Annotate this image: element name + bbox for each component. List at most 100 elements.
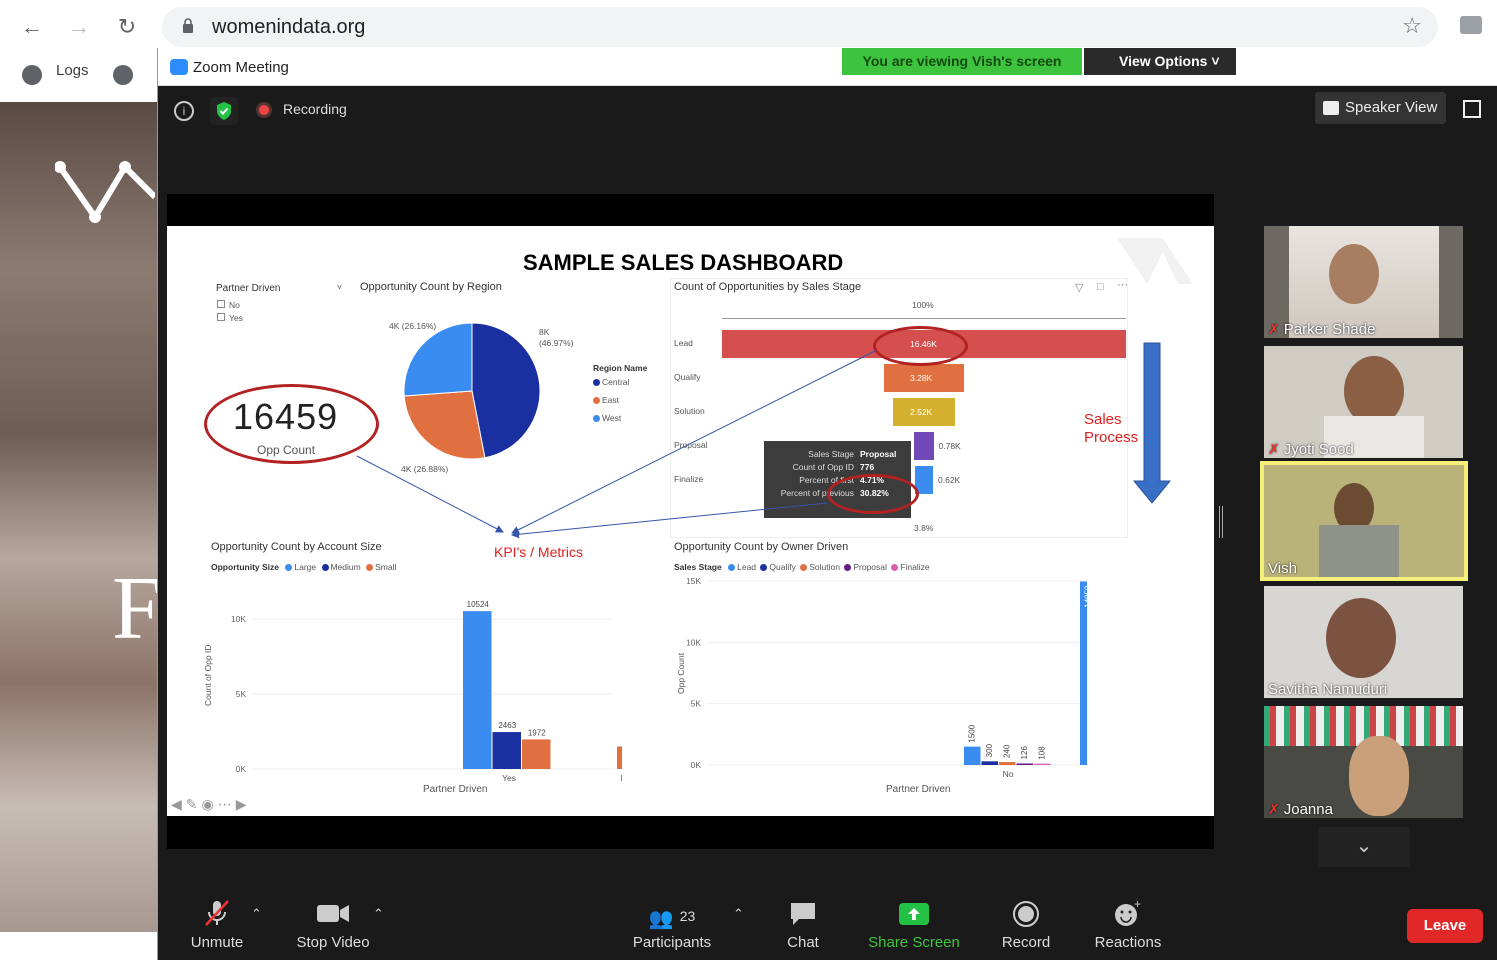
globe-icon[interactable]: [113, 65, 133, 85]
leave-button[interactable]: Leave: [1407, 909, 1483, 943]
expand-icon[interactable]: □: [1097, 281, 1104, 293]
unmute-button[interactable]: Unmute: [180, 898, 254, 951]
slide-nav-icons[interactable]: ◀✎◉⋯▶: [171, 796, 251, 812]
video-options-caret-icon[interactable]: ⌃: [373, 906, 384, 921]
pie-slice-west: [403, 322, 473, 397]
mic-muted-icon: ✗: [1268, 321, 1280, 337]
pie-legend-west: West: [593, 413, 621, 423]
more-icon[interactable]: ⋯: [1117, 279, 1128, 291]
forward-arrow-icon[interactable]: →: [68, 14, 90, 39]
funnel-bar-solution[interactable]: [893, 398, 955, 426]
participant-tile-active[interactable]: Vish: [1260, 461, 1468, 581]
x-tick-label: No: [621, 773, 622, 783]
y-tick-label: 15K: [687, 576, 701, 586]
funnel-stage-label: Proposal: [674, 440, 708, 450]
share-screen-button[interactable]: Share Screen: [866, 898, 962, 951]
view-options-button[interactable]: View Options ˅: [1084, 48, 1236, 75]
pie-label-central: 8K (46.97%): [539, 327, 574, 348]
tooltip-key: Percent of first: [799, 475, 854, 485]
zoom-window: Zoom Meeting You are viewing Vish's scre…: [157, 48, 1497, 960]
funnel-top-pct: 100%: [912, 300, 934, 310]
mic-muted-icon: ✗: [1268, 801, 1280, 817]
bar-data-label: 240: [1003, 744, 1012, 758]
filter-option-no[interactable]: No: [217, 300, 240, 310]
bar-medium-yes: [492, 732, 521, 769]
acct-title: Opportunity Count by Account Size: [211, 541, 382, 553]
annotation-arrows: [356, 350, 876, 539]
participants-options-caret-icon[interactable]: ⌃: [733, 906, 744, 921]
more-participants-chevron-icon[interactable]: ⌄: [1318, 827, 1410, 867]
funnel-panel: [670, 278, 1128, 538]
chevron-down-icon[interactable]: ˅: [337, 282, 342, 292]
participant-name: Vish: [1268, 560, 1297, 577]
audio-options-caret-icon[interactable]: ⌃: [251, 906, 262, 921]
camera-icon[interactable]: [1460, 16, 1482, 34]
video-feed: [1319, 525, 1399, 577]
bar-lead-yes: [1080, 581, 1087, 765]
funnel-stage-label: Qualify: [674, 372, 701, 382]
reactions-button[interactable]: + Reactions: [1091, 897, 1165, 951]
chat-icon: [778, 898, 828, 934]
legend-label: Central: [602, 377, 630, 387]
legend-label: Lead: [737, 562, 757, 572]
funnel-value-label: 2.52K: [910, 407, 933, 417]
info-icon[interactable]: i: [174, 101, 194, 121]
owner-xlabel: Partner Driven: [886, 784, 951, 795]
avatar: [1326, 598, 1396, 678]
stop-video-button[interactable]: Stop Video: [288, 898, 378, 951]
bar-qualify-no: [981, 761, 998, 765]
filter-icon[interactable]: ▽: [1075, 282, 1084, 294]
filter-option-yes[interactable]: Yes: [217, 313, 243, 323]
chat-button[interactable]: Chat: [778, 898, 828, 951]
bar-small-yes: [522, 739, 551, 769]
share-screen-label: Share Screen: [868, 934, 960, 951]
back-arrow-icon[interactable]: ←: [21, 14, 43, 39]
funnel-bar-qualify[interactable]: [883, 364, 965, 392]
video-feed: [1324, 416, 1424, 458]
dashboard-slide: SAMPLE SALES DASHBOARD Partner Driven ˅ …: [167, 226, 1214, 816]
unmute-label: Unmute: [190, 934, 244, 951]
share-screen-icon: [866, 898, 962, 934]
tooltip-value: Proposal: [860, 449, 897, 459]
recording-label: Recording: [283, 101, 347, 117]
window-title: Zoom Meeting: [193, 59, 289, 76]
bookmark-star-icon[interactable]: ☆: [1402, 13, 1422, 38]
kpi-highlight-ellipse: [204, 384, 379, 464]
dashboard-title: SAMPLE SALES DASHBOARD: [523, 250, 844, 275]
security-shield-icon[interactable]: [210, 97, 238, 125]
x-tick-label: No: [1003, 769, 1014, 779]
chevron-down-icon: ˅: [1211, 53, 1220, 69]
funnel-stage-label: Solution: [674, 406, 705, 416]
fullscreen-icon[interactable]: [1463, 100, 1481, 118]
site-letter: F: [112, 559, 163, 658]
participant-tile[interactable]: ✗ Parker Shade: [1264, 226, 1463, 338]
reload-icon[interactable]: ↻: [117, 14, 137, 39]
acct-ylabel: Count of Opp ID: [203, 644, 213, 706]
funnel-bar-proposal[interactable]: [914, 432, 934, 460]
avatar: [1329, 244, 1379, 304]
participants-button[interactable]: 👥 23 Participants: [628, 898, 716, 951]
pie-legend-title: Region Name: [593, 363, 648, 373]
x-tick-label: Yes: [502, 773, 516, 783]
participant-tile[interactable]: ✗ Jyoti Sood: [1264, 346, 1463, 458]
funnel-value-label: 3.28K: [910, 373, 933, 383]
legend-label: Solution: [809, 562, 840, 572]
record-button[interactable]: Record: [998, 898, 1054, 951]
participant-tile[interactable]: ✗ Joanna: [1264, 706, 1463, 818]
mic-muted-icon: ✗: [1268, 441, 1280, 457]
url-text: womenindata.org: [212, 16, 366, 38]
y-tick-label: 5K: [691, 699, 702, 709]
funnel-bar-finalize[interactable]: [915, 466, 933, 494]
viewing-banner: You are viewing Vish's screen: [842, 48, 1082, 75]
speaker-view-button[interactable]: Speaker View: [1315, 92, 1446, 124]
participant-tile[interactable]: Savitha Namuduri: [1264, 586, 1463, 698]
bookmark-logs[interactable]: Logs: [56, 62, 89, 79]
splitter-handle[interactable]: [1219, 506, 1223, 538]
address-bar[interactable]: womenindata.org ☆: [162, 7, 1438, 47]
legend-label: Finalize: [900, 562, 930, 572]
tooltip-key: Percent of previous: [780, 488, 854, 498]
meeting-top-bar: i Recording Speaker View: [158, 86, 1497, 136]
funnel-value-label: 0.78K: [938, 441, 961, 451]
tooltip-key: Sales Stage: [808, 449, 854, 459]
site-logo: [55, 161, 155, 223]
